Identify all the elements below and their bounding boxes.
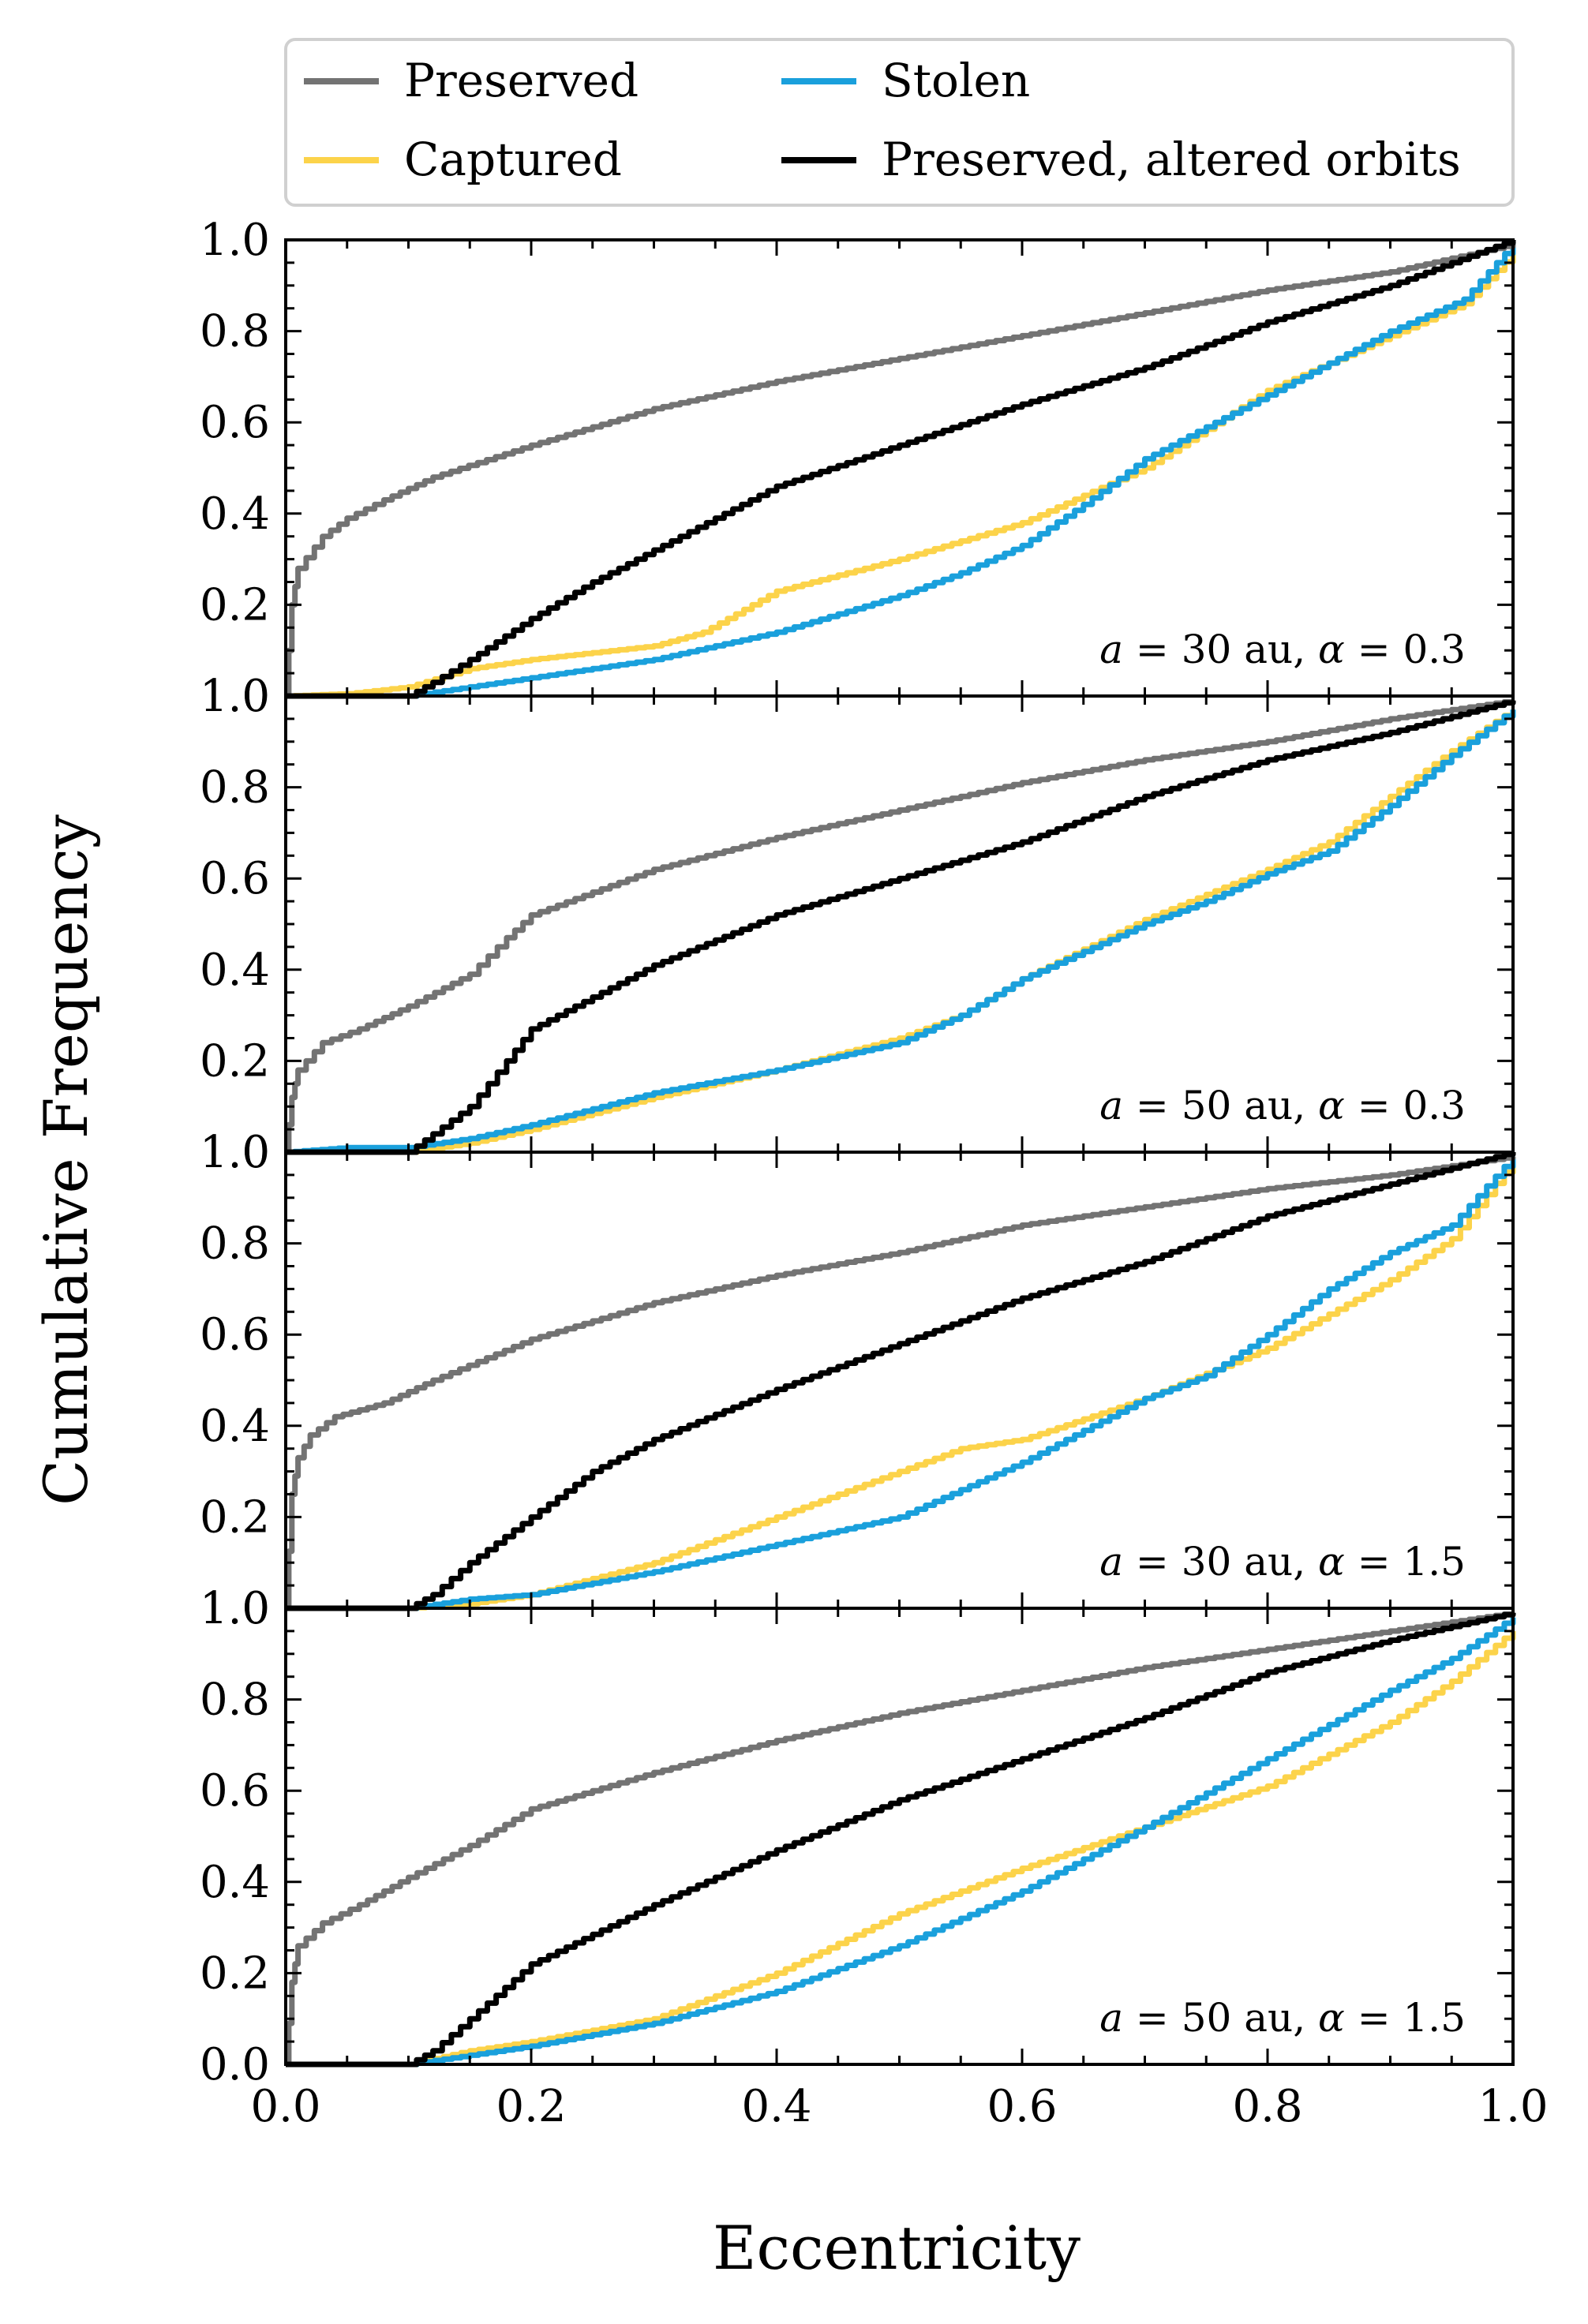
y-tick-label: 1.0 bbox=[200, 1583, 270, 1634]
y-tick-label: 1.0 bbox=[200, 671, 270, 722]
y-tick-label: 0.2 bbox=[200, 1948, 270, 1999]
legend-label-captured: Captured bbox=[404, 133, 622, 186]
y-tick-label: 1.0 bbox=[200, 1127, 270, 1178]
panels: 1.00.20.40.60.81.0a = 30 au, α = 0.31.00… bbox=[200, 215, 1516, 2090]
x-tick-label: 0.4 bbox=[741, 2081, 811, 2132]
y-tick-label: 0.0 bbox=[200, 2039, 270, 2090]
y-tick-label: 0.4 bbox=[200, 1857, 270, 1908]
y-tick-label: 0.6 bbox=[200, 1309, 270, 1360]
panel-annotation: a = 50 au, α = 0.3 bbox=[1099, 1083, 1466, 1128]
x-tick-label: 0.8 bbox=[1232, 2081, 1302, 2132]
panel-4: 0.0 0.2 0.4 0.6 0.8 1.0 a = 50 au, α = 1.5 bbox=[200, 1583, 1516, 2090]
series-line-preserved-altered-orbits bbox=[286, 240, 1516, 699]
y-tick-label: 0.6 bbox=[200, 853, 270, 904]
y-tick-label: 0.8 bbox=[200, 306, 270, 357]
panel-1: 1.0 0.2 0.4 0.6 0.8 1.0 a = 30 au, α = 0.3 bbox=[200, 215, 1516, 722]
legend-label-preserved: Preserved bbox=[404, 54, 639, 107]
y-tick-label: 0.4 bbox=[200, 488, 270, 540]
x-tick-label: 0.0 bbox=[250, 2081, 320, 2132]
panel-2: 1.0 0.2 0.4 0.6 0.8 1.0 a = 50 au, α = 0.3 bbox=[200, 671, 1516, 1178]
series-line-preserved-altered-orbits bbox=[286, 700, 1516, 1155]
legend-label-altered: Preserved, altered orbits bbox=[882, 133, 1461, 186]
legend-frame bbox=[284, 38, 1515, 207]
series-line-preserved bbox=[286, 1611, 1516, 2068]
y-tick-label: 0.8 bbox=[200, 762, 270, 814]
y-tick-label: 0.4 bbox=[200, 1401, 270, 1452]
x-tick-label: 1.0 bbox=[1478, 2081, 1548, 2132]
panel-annotation: a = 50 au, α = 1.5 bbox=[1099, 1995, 1466, 2041]
legend-label-stolen: Stolen bbox=[882, 54, 1030, 107]
x-tick-label: 0.6 bbox=[987, 2081, 1057, 2132]
series-line-stolen bbox=[286, 1617, 1516, 2068]
y-tick-label: 1.0 bbox=[200, 671, 270, 722]
panel-3: 1.0 0.2 0.4 0.6 0.8 1.0 a = 30 au, α = 1.5 bbox=[200, 1127, 1516, 1634]
x-axis-title: Eccentricity bbox=[713, 2213, 1081, 2283]
y-tick-label: 0.2 bbox=[200, 1035, 270, 1087]
panel-annotation: a = 30 au, α = 0.3 bbox=[1099, 627, 1466, 672]
series-line-preserved bbox=[286, 1155, 1516, 1611]
x-tick-label: 0.2 bbox=[496, 2081, 566, 2132]
y-tick-label: 0.6 bbox=[200, 397, 270, 448]
y-tick-label: 0.8 bbox=[200, 1218, 270, 1270]
y-tick-label: 1.0 bbox=[200, 215, 270, 266]
series-line-preserved bbox=[286, 698, 1516, 1155]
panel-annotation: a = 30 au, α = 1.5 bbox=[1099, 1539, 1466, 1585]
series-line-stolen bbox=[286, 709, 1516, 1155]
legend: Preserved Stolen Captured Preserved, alt… bbox=[284, 38, 1515, 207]
y-tick-label: 1.0 bbox=[200, 1127, 270, 1178]
y-tick-label: 0.4 bbox=[200, 945, 270, 996]
y-tick-label: 1.0 bbox=[200, 1583, 270, 1634]
y-tick-label: 0.2 bbox=[200, 1491, 270, 1543]
series-line-captured bbox=[286, 1630, 1516, 2068]
series-line-stolen bbox=[286, 1156, 1516, 1611]
series-line-preserved-altered-orbits bbox=[286, 1151, 1516, 1611]
y-axis-title: Cumulative Frequency bbox=[31, 814, 101, 1506]
series-line-stolen bbox=[286, 244, 1516, 699]
y-tick-label: 0.8 bbox=[200, 1675, 270, 1726]
y-tick-label: 0.2 bbox=[200, 579, 270, 631]
series-line-preserved-altered-orbits bbox=[286, 1611, 1516, 2068]
series-line-preserved bbox=[286, 243, 1516, 699]
y-tick-label: 0.6 bbox=[200, 1765, 270, 1817]
x-tick-labels: 0.0 0.2 0.4 0.6 0.8 1.0 bbox=[250, 2081, 1548, 2132]
